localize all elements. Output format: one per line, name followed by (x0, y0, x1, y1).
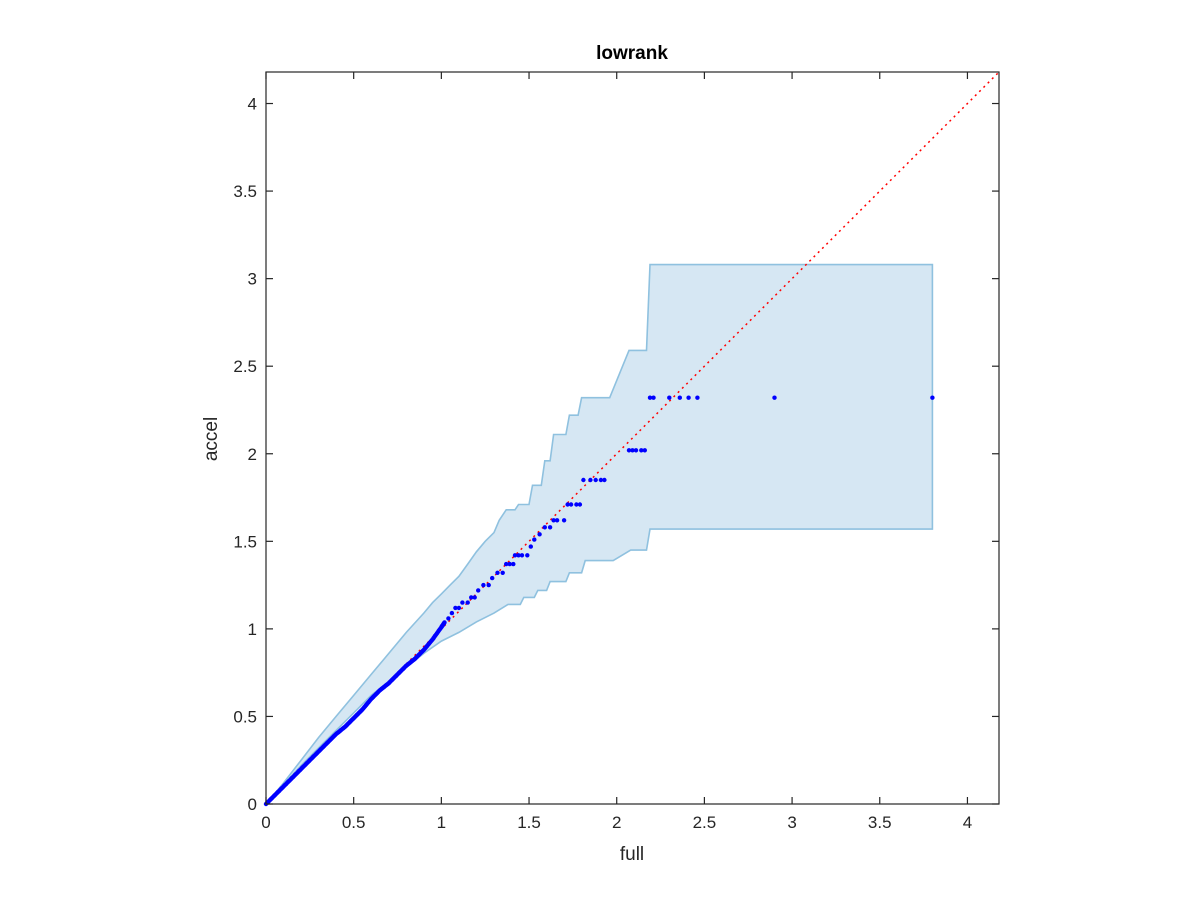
x-tick-label: 2.5 (693, 813, 717, 832)
axes-box (265, 71, 1000, 805)
data-point (476, 588, 481, 593)
data-point (500, 570, 505, 575)
data-point (481, 582, 486, 588)
data-point (574, 502, 579, 507)
data-point (651, 395, 656, 400)
data-point (449, 610, 455, 616)
data-point (630, 448, 635, 453)
x-tick-label: 4 (963, 813, 972, 832)
data-point (512, 553, 518, 558)
data-point (490, 575, 495, 581)
y-tick-label: 1.5 (233, 532, 257, 551)
x-ticks: 0 0.5 1 1.5 2 2.5 3 3.5 4 (261, 72, 972, 832)
data-point (577, 502, 583, 507)
y-tick-label: 2.5 (233, 357, 257, 376)
data-point (677, 395, 682, 400)
data-point (486, 582, 491, 588)
data-point (453, 605, 458, 611)
data-point (542, 525, 547, 530)
data-point (551, 518, 556, 523)
y-tick-label: 4 (248, 95, 257, 114)
plot-area (263, 71, 1000, 807)
data-point (537, 532, 542, 537)
x-axis-label: full (620, 844, 644, 865)
x-tick-label: 2 (612, 813, 621, 832)
y-tick-label: 0.5 (233, 707, 257, 726)
data-point (568, 502, 574, 507)
data-point (507, 561, 512, 567)
data-point (633, 448, 639, 453)
data-point (626, 448, 632, 453)
data-point (472, 595, 477, 600)
x-tick-label: 1.5 (517, 813, 541, 832)
y-tick-label: 3.5 (233, 182, 257, 201)
data-point (528, 544, 533, 549)
data-point (525, 553, 530, 558)
data-point (446, 616, 451, 621)
data-point (588, 477, 593, 483)
data-point (465, 600, 470, 605)
scatter-points (446, 395, 935, 621)
data-point (581, 477, 586, 483)
reference-line (265, 71, 1000, 805)
data-point (565, 502, 570, 507)
confidence-band (265, 263, 934, 805)
y-tick-label: 2 (248, 445, 257, 464)
chart-title: lowrank (596, 43, 668, 64)
data-point (930, 395, 935, 400)
data-point (642, 448, 647, 453)
data-point (511, 561, 516, 567)
x-tick-label: 3 (787, 813, 796, 832)
data-point (639, 448, 644, 453)
data-point (532, 537, 537, 542)
y-tick-label: 3 (248, 270, 257, 289)
x-tick-label: 3.5 (868, 813, 892, 832)
data-point (593, 477, 598, 483)
data-point (772, 395, 777, 400)
data-point (647, 395, 653, 400)
y-axis-label: accel (201, 417, 222, 461)
x-tick-label: 0 (261, 813, 270, 832)
x-tick-label: 0.5 (342, 813, 366, 832)
dense-curve-points (263, 620, 447, 807)
data-point (495, 570, 500, 575)
data-point (554, 518, 560, 523)
data-point (695, 395, 700, 400)
data-point (469, 595, 474, 600)
data-point (519, 553, 525, 558)
y-tick-label: 0 (248, 795, 257, 814)
data-point (547, 525, 553, 530)
data-point (460, 600, 465, 605)
data-point (456, 605, 462, 611)
y-tick-label: 1 (248, 620, 257, 639)
data-point (442, 620, 447, 625)
data-point (516, 553, 521, 558)
data-point (667, 395, 672, 400)
data-point (561, 518, 567, 523)
y-ticks: 0 0.5 1 1.5 2 2.5 3 3.5 4 (233, 95, 999, 814)
data-point (504, 561, 509, 567)
data-point (598, 477, 604, 483)
x-tick-label: 1 (437, 813, 446, 832)
data-point (686, 395, 691, 400)
data-point (602, 477, 607, 483)
